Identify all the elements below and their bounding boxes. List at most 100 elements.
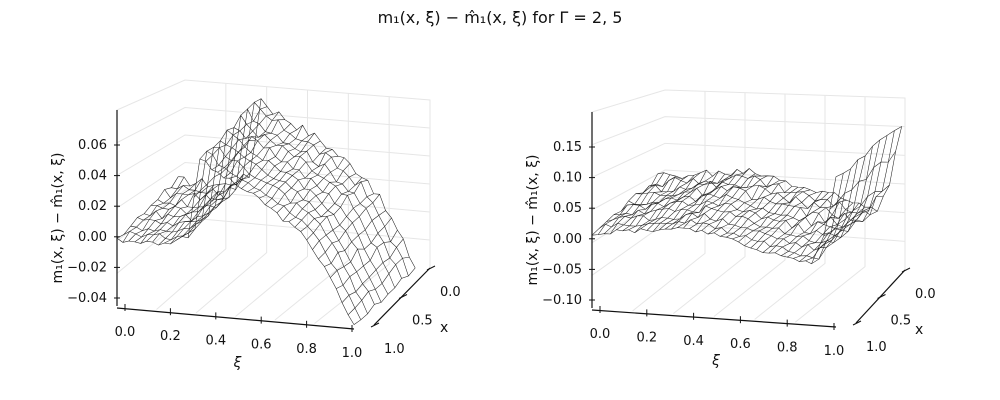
surface-line <box>689 173 756 229</box>
z-tick-label: 0.00 <box>78 230 107 245</box>
grid-line <box>274 93 349 321</box>
surface-line <box>652 170 719 232</box>
grid-line <box>235 90 308 317</box>
surface-line <box>211 113 274 171</box>
wireframe-surface <box>591 126 902 265</box>
x-tick-label: 1.0 <box>866 340 887 355</box>
grid-line <box>116 189 431 242</box>
xi-tick-label: 0.6 <box>730 337 751 352</box>
wireframe-surface <box>116 98 416 325</box>
x-tick <box>398 294 408 299</box>
surface-line <box>150 127 389 295</box>
surface-line <box>726 186 793 238</box>
z-tick-label: −0.10 <box>542 293 582 308</box>
x-tick-label: 0.0 <box>440 285 461 300</box>
xi-tick-label: 0.8 <box>777 341 798 356</box>
surface-line <box>713 179 780 234</box>
grid-line <box>795 96 866 323</box>
x-axis-label: x <box>440 320 448 336</box>
back-wall-grid <box>591 89 906 308</box>
surface-line <box>253 132 315 194</box>
surface-line <box>330 217 392 278</box>
x-tick-label: 0.0 <box>915 287 936 302</box>
grid-panes <box>591 89 906 323</box>
surface-line <box>300 177 363 232</box>
surface-line <box>738 187 805 243</box>
surface-line <box>247 135 309 193</box>
grid-line <box>591 196 906 244</box>
xi-tick-label: 0.0 <box>590 327 611 342</box>
surface-line <box>616 177 683 230</box>
surface-line <box>205 106 268 162</box>
x-tick-label: 1.0 <box>384 342 405 357</box>
surface-line <box>152 184 215 243</box>
surface-line <box>128 185 191 242</box>
surface-line <box>312 193 374 250</box>
surface-line <box>634 172 701 233</box>
grid-line <box>314 96 390 324</box>
surface-line <box>665 175 732 230</box>
z-tick-label: 0.05 <box>553 201 582 216</box>
surface-line <box>628 146 873 232</box>
surface-line <box>347 256 410 315</box>
z-tick-label: 0.00 <box>553 232 582 247</box>
grid-line <box>116 106 431 144</box>
surface-line <box>276 156 339 213</box>
surface-line <box>306 180 368 241</box>
surface-line <box>182 173 244 237</box>
grid-line <box>195 86 268 314</box>
surface-line <box>264 147 327 206</box>
x-tick <box>426 265 436 271</box>
surface-line <box>621 155 866 238</box>
surface-line <box>336 229 398 289</box>
surface-line <box>134 183 197 243</box>
grid-line <box>632 91 706 312</box>
surface-line <box>732 186 799 240</box>
z-tick-label: 0.06 <box>78 138 107 153</box>
surface-plot-gamma-5: −0.10 −0.05 0.00 0.05 0.10 0.15 0.0 0.2 0.4 0.6 0.… <box>525 89 936 369</box>
surface-line <box>170 185 232 245</box>
z-tick-label: 0.10 <box>553 171 582 186</box>
z-tick-label: −0.04 <box>67 291 107 306</box>
surface-line <box>719 180 786 237</box>
surface-line <box>774 197 841 254</box>
surface-line <box>229 123 291 179</box>
x-tick-label: 0.5 <box>412 314 433 329</box>
surface-line <box>164 183 226 244</box>
xi-axis-label: ξ <box>233 355 242 371</box>
surface-line <box>199 98 262 160</box>
z-tick-label: 0.04 <box>78 169 107 184</box>
surface-line <box>658 173 726 231</box>
surface-line <box>591 173 658 236</box>
xi-axis-line <box>116 307 355 330</box>
surface-line <box>235 129 297 185</box>
grid-line <box>591 116 906 146</box>
xi-tick-label: 0.4 <box>205 333 226 348</box>
surface-line <box>811 211 878 264</box>
xi-tick-label: 0.8 <box>296 342 317 357</box>
surface-line <box>318 194 380 260</box>
xi-tick-label: 1.0 <box>824 344 845 359</box>
grid-line <box>713 94 786 317</box>
surface-line <box>817 195 884 250</box>
surface-line <box>640 169 707 229</box>
grid-line <box>116 134 431 176</box>
grid-line <box>754 95 826 320</box>
surface-line <box>823 184 890 237</box>
surface-line <box>604 174 671 234</box>
surface-plot-gamma-2: −0.04 −0.02 0.00 0.02 0.04 0.06 0.0 0.2 0.4 0.6 0.… <box>50 79 461 371</box>
xi-tick-label: 0.2 <box>636 330 657 345</box>
surface-line <box>122 176 185 243</box>
surface-line <box>762 192 829 253</box>
surface-line <box>707 176 774 235</box>
surface-line <box>799 206 866 262</box>
xi-tick-label: 0.6 <box>251 338 272 353</box>
z-axis-label: m₁(x, ξ) − m̂₁(x, ξ) <box>50 153 66 284</box>
surface-line <box>259 140 321 199</box>
x-tick <box>852 320 862 326</box>
surface-line <box>768 192 835 254</box>
x-tick <box>370 322 380 328</box>
grid-panes <box>116 79 431 324</box>
surface-line <box>701 175 768 231</box>
